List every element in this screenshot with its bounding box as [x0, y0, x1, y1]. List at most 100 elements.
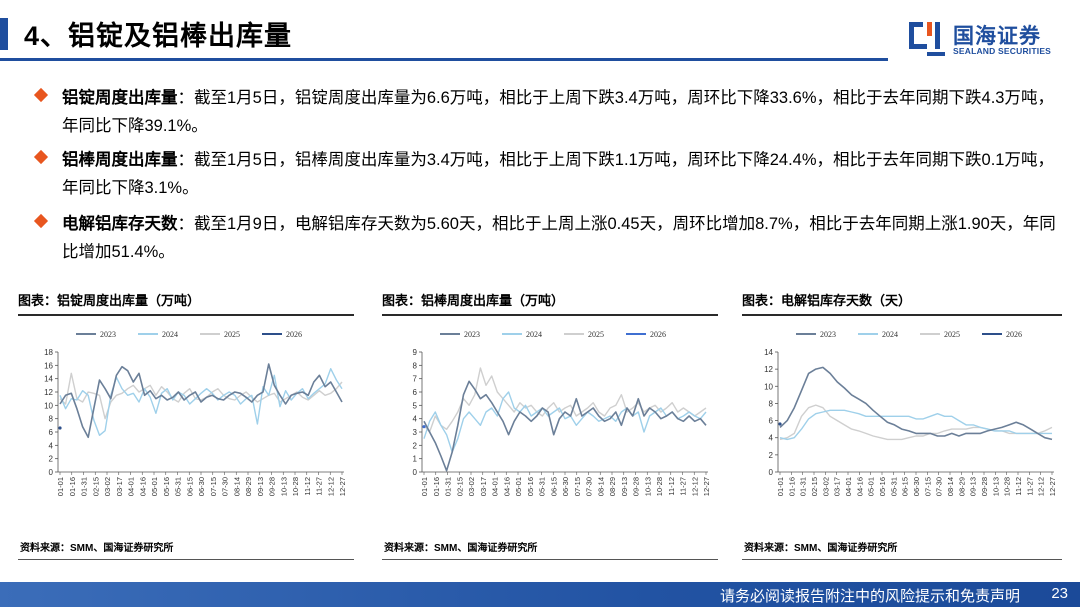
legend-label: 2025	[944, 330, 960, 339]
y-tick-label: 8	[769, 399, 774, 408]
y-tick-label: 16	[44, 361, 53, 370]
x-tick-label: 12-12	[690, 477, 699, 496]
x-tick-label: 10-13	[991, 477, 1000, 496]
footer-disclaimer: 请务必阅读报告附注中的风险提示和免责声明	[719, 588, 1020, 605]
x-tick-label: 01-16	[432, 477, 441, 496]
series-line	[779, 404, 1053, 441]
logo-text: 国海证券	[953, 25, 1041, 48]
chart-bottom-rule	[382, 559, 718, 560]
series-line	[59, 368, 343, 437]
x-tick-label: 07-30	[221, 477, 230, 496]
x-tick-label: 09-13	[256, 477, 265, 496]
line-chart-inventory-days: 2023 2024 2025 2026 0 2 4 6 8 10 12 14 01-01 01-16 01-…	[764, 330, 1057, 496]
x-tick-label: 05-16	[878, 477, 887, 496]
x-tick-label: 09-28	[632, 477, 641, 496]
y-tick-label: 2	[413, 441, 418, 450]
x-tick-label: 02-15	[455, 477, 464, 496]
y-tick-label: 4	[49, 441, 54, 450]
x-tick-label: 12-27	[338, 477, 347, 496]
y-tick-label: 0	[413, 468, 418, 477]
x-tick-label: 03-02	[467, 477, 476, 496]
series-line	[59, 363, 343, 439]
y-tick-label: 6	[49, 428, 54, 437]
bullet-text: ：截至1月5日，铝棒周度出库量为3.4万吨，相比于上周下跌1.1万吨，周环比下降…	[62, 151, 1054, 197]
x-tick-label: 11-27	[315, 477, 324, 496]
diamond-bullet-icon	[33, 87, 49, 103]
x-tick-label: 04-01	[844, 477, 853, 496]
y-tick-label: 14	[764, 348, 773, 357]
chart-panel-inventory-days: 图表：电解铝库存天数（天） 2023 2024 2025 2026 0 2 4 6 8 10 12 1…	[742, 290, 1062, 570]
x-tick-label: 11-27	[1025, 477, 1034, 496]
y-tick-label: 12	[44, 388, 53, 397]
x-tick-label: 12-12	[326, 477, 335, 496]
series-line	[779, 409, 1052, 441]
series-line	[423, 380, 707, 472]
y-tick-label: 8	[49, 415, 54, 424]
x-tick-label: 11-12	[303, 477, 312, 496]
chart-bottom-rule	[742, 559, 1062, 560]
chart-title-rule	[18, 314, 354, 316]
y-tick-label: 14	[44, 375, 53, 384]
series-line	[423, 367, 707, 433]
x-tick-label: 05-31	[889, 477, 898, 496]
bullet-label: 铝锭周度出库量	[62, 89, 178, 107]
chart-title: 图表：铝锭周度出库量（万吨）	[18, 293, 201, 308]
x-tick-label: 04-01	[127, 477, 136, 496]
x-tick-label: 07-15	[209, 477, 218, 496]
legend-label: 2024	[882, 330, 898, 339]
legend-label: 2023	[820, 330, 836, 339]
bullet-text: ：截至1月5日，铝锭周度出库量为6.6万吨，相比于上周下跌3.4万吨，周环比下降…	[62, 89, 1054, 135]
x-tick-label: 07-15	[923, 477, 932, 496]
y-tick-label: 9	[413, 348, 418, 357]
x-tick-label: 02-15	[91, 477, 100, 496]
x-tick-label: 10-28	[655, 477, 664, 496]
x-tick-label: 11-12	[1014, 477, 1023, 496]
y-tick-label: 12	[764, 365, 773, 374]
x-tick-label: 01-01	[776, 477, 785, 496]
x-tick-label: 08-29	[608, 477, 617, 496]
y-tick-label: 2	[49, 455, 54, 464]
x-tick-label: 08-29	[244, 477, 253, 496]
series-point	[778, 422, 782, 426]
y-tick-label: 0	[769, 468, 774, 477]
diamond-bullet-icon	[33, 213, 49, 229]
x-tick-label: 11-27	[679, 477, 688, 496]
chart-bottom-rule	[18, 559, 354, 560]
x-tick-label: 01-31	[80, 477, 89, 496]
x-tick-label: 05-01	[514, 477, 523, 496]
x-tick-label: 03-17	[833, 477, 842, 496]
bullet-label: 铝棒周度出库量	[62, 151, 178, 169]
series-point	[58, 426, 62, 430]
x-tick-label: 05-31	[174, 477, 183, 496]
y-tick-label: 2	[769, 451, 774, 460]
x-tick-label: 07-30	[585, 477, 594, 496]
title-accent-bar	[0, 18, 8, 50]
legend-label: 2026	[286, 330, 302, 339]
x-tick-label: 04-16	[855, 477, 864, 496]
legend-label: 2026	[1006, 330, 1022, 339]
y-tick-label: 6	[769, 417, 774, 426]
y-tick-label: 8	[413, 361, 418, 370]
chart-title: 图表：铝棒周度出库量（万吨）	[382, 293, 565, 308]
x-tick-label: 07-30	[935, 477, 944, 496]
y-tick-label: 18	[44, 348, 53, 357]
footer-bar: 请务必阅读报告附注中的风险提示和免责声明 23	[0, 582, 1080, 607]
x-tick-label: 11-12	[667, 477, 676, 496]
sealand-logo-icon	[909, 22, 945, 56]
company-logo: 国海证券 SEALAND SECURITIES	[905, 18, 1065, 60]
x-tick-label: 10-13	[279, 477, 288, 496]
x-tick-label: 03-02	[103, 477, 112, 496]
x-tick-label: 05-16	[162, 477, 171, 496]
chart-panel-bar-outflow: 图表：铝棒周度出库量（万吨） 2023 2024 2025 2026 0 1 2 3 4 5 6 7 8…	[382, 290, 718, 570]
chart-source: 资料来源：SMM、国海证券研究所	[744, 543, 898, 554]
title-underline	[0, 58, 888, 61]
y-tick-label: 1	[413, 455, 418, 464]
x-tick-label: 04-01	[491, 477, 500, 496]
x-tick-label: 01-01	[420, 477, 429, 496]
legend-label: 2025	[588, 330, 604, 339]
series-line	[779, 366, 1053, 441]
header: 4、铝锭及铝棒出库量 国海证券 SEALAND SECURITIES	[0, 0, 1080, 62]
legend-label: 2024	[162, 330, 178, 339]
page-number: 23	[1051, 585, 1068, 602]
logo-subtext: SEALAND SECURITIES	[953, 46, 1052, 56]
